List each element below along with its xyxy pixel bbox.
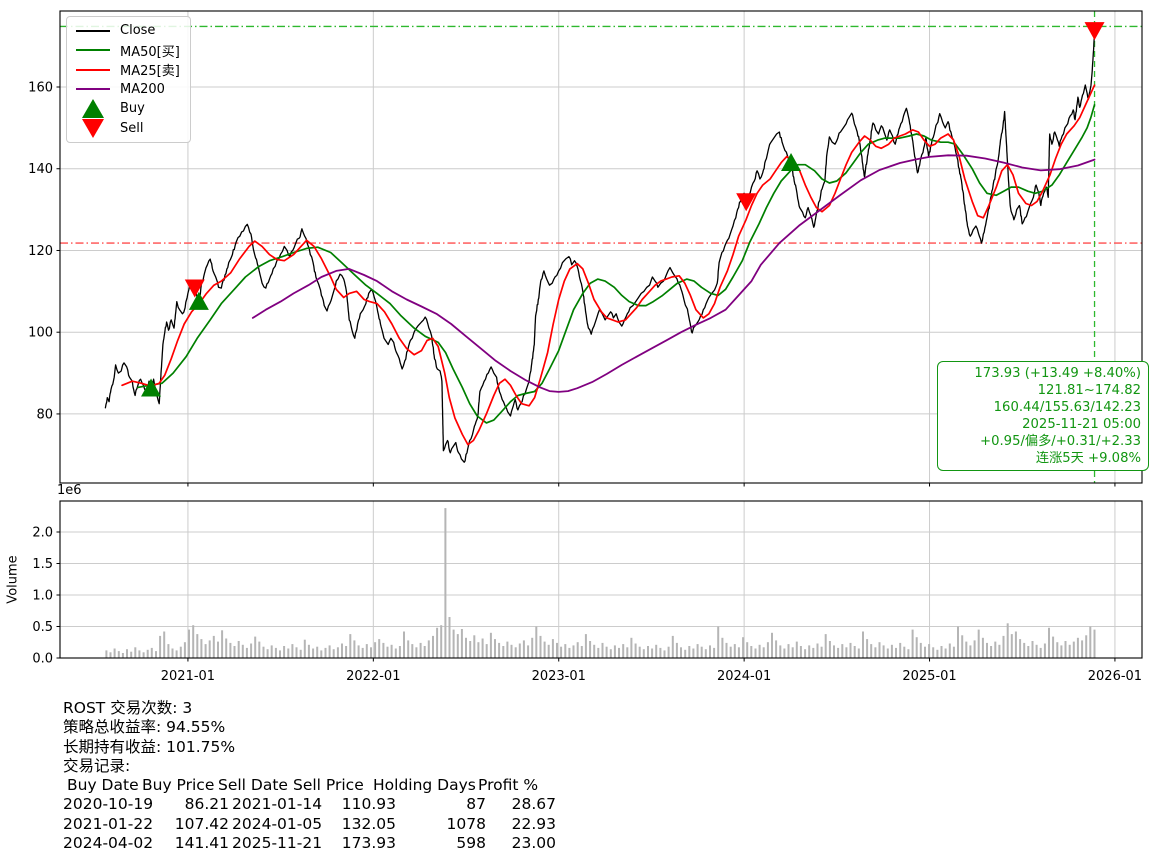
buy-hold-return-line: 长期持有收益: 101.75%: [63, 737, 236, 756]
legend-item-close: Close: [75, 21, 180, 41]
price-tick-label: 120: [28, 244, 53, 259]
legend-label: Buy: [120, 101, 145, 117]
series-ma25-line: [121, 84, 1096, 446]
volume-tick-label: 0.5: [32, 620, 53, 635]
legend-label: MA50[买]: [120, 44, 180, 60]
legend-item-ma25: MA25[卖]: [75, 60, 180, 80]
buy-marker: [188, 291, 209, 310]
trade-count-line: ROST 交易次数: 3: [63, 699, 193, 717]
legend-item-ma50: MA50[买]: [75, 41, 180, 61]
volume-tick-label: 0.0: [32, 652, 53, 667]
volume-axis-title: Volume: [5, 555, 21, 604]
ma50-line-swatch: [75, 49, 111, 52]
axis-tick-labels: 80 100 120 140 160 0.0 0.5 1.0 1.5 2.0 2021-01 2022…: [28, 81, 1142, 684]
profit-cell: 22.93: [511, 814, 556, 833]
table-row: 2020-10-19 86.21 2021-01-14 110.93 87 28…: [63, 795, 556, 814]
buy-price-cell: 107.42: [174, 814, 229, 833]
ma-values-line: 160.44/155.63/142.23: [993, 400, 1141, 415]
chart-legend: Close MA50[买] MA25[卖] MA200 Buy Sell: [66, 16, 191, 143]
streak-line: 连涨5天 +9.08%: [1035, 451, 1141, 466]
sell-price-cell: 110.93: [341, 795, 396, 814]
price-tick-label: 100: [28, 326, 53, 341]
table-row: 2021-01-22 107.42 2024-01-05 132.05 1078…: [63, 815, 556, 834]
range-line: 121.81~174.82: [1037, 383, 1141, 398]
date-tick-label: 2022-01: [346, 669, 400, 684]
price-tick-label: 160: [28, 81, 53, 96]
sell-date-cell: 2025-11-21: [232, 834, 323, 853]
volume-tick-label: 1.5: [32, 557, 53, 572]
col-sell-price: Sell Price: [293, 776, 364, 795]
axes-frames: [59, 10, 1143, 659]
price-info-box: 173.93 (+13.49 +8.40%) 121.81~174.82 160…: [937, 361, 1149, 471]
holding-days-cell: 1078: [446, 814, 486, 833]
ma200-line-swatch: [75, 88, 111, 91]
volume-tick-label: 1.0: [32, 588, 53, 603]
ma25-line-swatch: [75, 68, 111, 71]
volume-scale-label: 1e6: [57, 483, 82, 498]
legend-label: MA25[卖]: [120, 64, 180, 80]
buy-triangle-icon: [75, 99, 111, 119]
sell-date-cell: 2021-01-14: [232, 795, 323, 814]
buy-price-cell: 86.21: [184, 795, 229, 814]
buy-marker: [141, 378, 162, 397]
date-tick-label: 2021-01: [161, 669, 215, 684]
last-price-line: 173.93 (+13.49 +8.40%): [974, 366, 1141, 381]
price-tick-label: 80: [36, 407, 53, 422]
holding-days-cell: 598: [456, 834, 486, 853]
buy-date-cell: 2024-04-02: [63, 834, 154, 853]
timestamp-line: 2025-11-21 05:00: [1022, 417, 1141, 432]
legend-item-ma200: MA200: [75, 80, 180, 100]
legend-label: MA200: [120, 81, 165, 97]
profit-cell: 23.00: [511, 834, 556, 853]
legend-item-sell: Sell: [75, 118, 180, 139]
series-ma200-line: [251, 154, 1096, 393]
buy-date-cell: 2021-01-22: [63, 814, 154, 833]
trade-table-header: Buy Date Buy Price Sell Date Sell Price …: [63, 776, 556, 795]
indicators-line: +0.95/偏多/+0.31/+2.33: [980, 434, 1141, 449]
col-holding-days: Holding Days: [373, 776, 476, 795]
trade-record-label: 交易记录:: [63, 756, 131, 775]
col-buy-price: Buy Price: [142, 776, 215, 795]
series-close-line: [104, 29, 1096, 463]
legend-item-buy: Buy: [75, 99, 180, 119]
sell-price-cell: 173.93: [341, 834, 396, 853]
sell-date-cell: 2024-01-05: [232, 814, 323, 833]
buy-price-cell: 141.41: [174, 834, 229, 853]
profit-cell: 28.67: [511, 795, 556, 814]
volume-bars: [105, 508, 1096, 658]
gridlines: [60, 11, 1142, 658]
col-buy-date: Buy Date: [67, 776, 139, 795]
volume-tick-label: 2.0: [32, 525, 53, 540]
strategy-stats-block: ROST 交易次数: 3 策略总收益率: 94.55% 长期持有收益: 101.…: [63, 699, 556, 853]
close-line-swatch: [75, 29, 111, 32]
sell-marker: [184, 279, 205, 298]
strategy-return-line: 策略总收益率: 94.55%: [63, 718, 226, 737]
trade-markers: [141, 22, 1105, 397]
col-profit-pct: Profit %: [478, 776, 539, 795]
date-tick-label: 2025-01: [902, 669, 956, 684]
legend-label: Close: [120, 23, 156, 39]
holding-days-cell: 87: [466, 795, 486, 814]
buy-marker: [781, 152, 802, 171]
price-tick-label: 140: [28, 162, 53, 177]
series-ma50-line: [137, 104, 1096, 424]
buy-date-cell: 2020-10-19: [63, 795, 154, 814]
date-tick-label: 2026-01: [1088, 669, 1142, 684]
date-tick-label: 2024-01: [717, 669, 771, 684]
legend-label: Sell: [120, 120, 144, 136]
sell-marker: [736, 193, 757, 212]
axis-ticks: [56, 86, 1116, 662]
col-sell-date: Sell Date: [218, 776, 288, 795]
sell-price-cell: 132.05: [341, 814, 396, 833]
sell-marker: [1084, 22, 1105, 41]
sell-triangle-icon: [75, 118, 111, 138]
table-row: 2024-04-02 141.41 2025-11-21 173.93 598 …: [63, 834, 556, 853]
date-tick-label: 2023-01: [532, 669, 586, 684]
